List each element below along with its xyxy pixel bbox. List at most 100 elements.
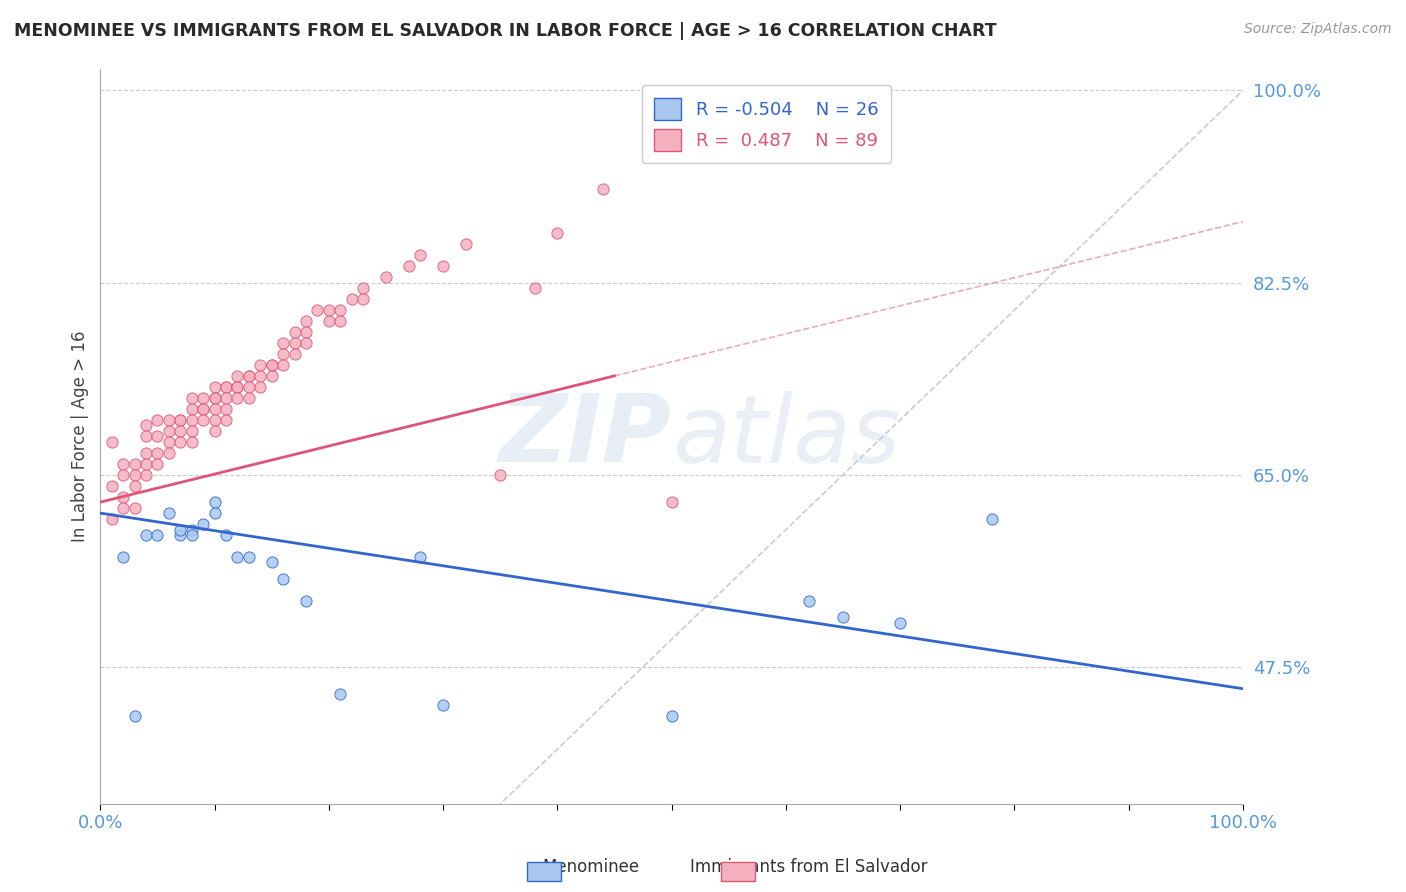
Point — [249, 380, 271, 394]
Point — [238, 391, 260, 405]
Point — [204, 391, 226, 405]
Point — [489, 467, 512, 482]
Point — [375, 270, 398, 285]
Point — [146, 413, 169, 427]
Point — [284, 335, 307, 350]
Point — [454, 237, 477, 252]
Point — [295, 335, 318, 350]
Point — [146, 429, 169, 443]
Point — [169, 434, 191, 449]
Point — [271, 358, 294, 372]
Point — [340, 292, 363, 306]
Point — [226, 380, 249, 394]
Point — [135, 457, 157, 471]
Point — [889, 615, 911, 630]
Point — [193, 413, 215, 427]
Point — [284, 347, 307, 361]
Point — [295, 314, 318, 328]
Point — [226, 380, 249, 394]
Point — [432, 259, 454, 273]
Point — [226, 391, 249, 405]
Point — [204, 391, 226, 405]
Point — [284, 325, 307, 339]
Point — [271, 572, 294, 586]
Point — [157, 434, 180, 449]
Point — [112, 457, 135, 471]
Text: ZIP: ZIP — [499, 391, 672, 483]
Point — [238, 549, 260, 564]
Point — [238, 368, 260, 383]
Point — [204, 413, 226, 427]
Point — [112, 500, 135, 515]
Point — [260, 358, 283, 372]
Point — [249, 358, 271, 372]
Text: Source: ZipAtlas.com: Source: ZipAtlas.com — [1244, 22, 1392, 37]
Point — [180, 523, 202, 537]
Point — [135, 467, 157, 482]
Point — [146, 528, 169, 542]
Point — [409, 248, 432, 262]
Point — [215, 401, 238, 416]
Point — [797, 594, 820, 608]
Point — [193, 391, 215, 405]
Point — [226, 368, 249, 383]
Point — [180, 401, 202, 416]
Point — [318, 303, 340, 318]
Point — [193, 517, 215, 532]
Point — [169, 413, 191, 427]
Text: Menominee: Menominee — [541, 858, 640, 876]
Point — [124, 467, 146, 482]
Point — [260, 358, 283, 372]
Point — [432, 698, 454, 713]
Point — [124, 709, 146, 723]
Point — [124, 478, 146, 492]
Point — [215, 380, 238, 394]
Point — [124, 500, 146, 515]
Point — [409, 549, 432, 564]
Point — [832, 610, 855, 624]
Point — [112, 549, 135, 564]
Point — [204, 424, 226, 438]
Point — [352, 281, 374, 295]
Point — [101, 434, 124, 449]
Point — [271, 335, 294, 350]
Point — [204, 495, 226, 509]
Y-axis label: In Labor Force | Age > 16: In Labor Force | Age > 16 — [72, 331, 89, 542]
Point — [193, 401, 215, 416]
Point — [215, 391, 238, 405]
Point — [215, 413, 238, 427]
Point — [135, 418, 157, 433]
Point — [169, 424, 191, 438]
Point — [135, 446, 157, 460]
Point — [661, 495, 683, 509]
Point — [180, 434, 202, 449]
Point — [112, 490, 135, 504]
Point — [980, 511, 1002, 525]
Point — [204, 380, 226, 394]
Point — [135, 429, 157, 443]
Point — [169, 413, 191, 427]
Point — [157, 424, 180, 438]
Point — [352, 292, 374, 306]
Point — [101, 511, 124, 525]
Point — [249, 368, 271, 383]
Point — [180, 424, 202, 438]
Point — [146, 446, 169, 460]
Point — [204, 506, 226, 520]
Point — [318, 314, 340, 328]
Point — [661, 709, 683, 723]
Point — [238, 368, 260, 383]
Point — [101, 478, 124, 492]
Point — [295, 594, 318, 608]
Point — [329, 687, 352, 701]
Point — [260, 368, 283, 383]
Point — [238, 380, 260, 394]
Point — [215, 528, 238, 542]
Point — [193, 401, 215, 416]
Point — [295, 325, 318, 339]
Point — [215, 380, 238, 394]
Point — [180, 391, 202, 405]
Point — [592, 182, 614, 196]
Point — [169, 528, 191, 542]
Point — [180, 528, 202, 542]
